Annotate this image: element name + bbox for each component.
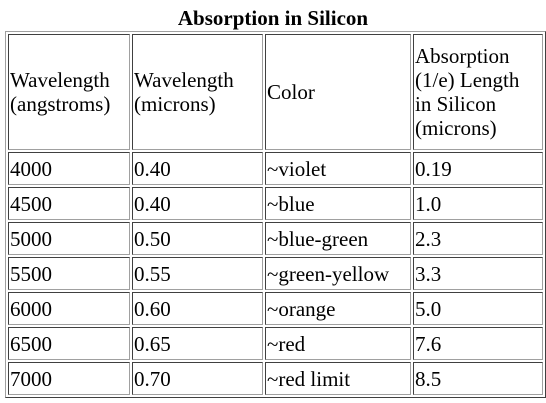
cell-wavelength-microns: 0.60 [132, 292, 263, 325]
table-row: 5500 0.55 ~green-yellow 3.3 [8, 257, 543, 290]
table-caption: Absorption in Silicon [177, 6, 369, 30]
cell-wavelength-microns: 0.40 [132, 187, 263, 220]
header-line: (microns) [415, 116, 497, 140]
cell-color: ~red [265, 327, 411, 360]
cell-wavelength-microns: 0.70 [132, 362, 263, 395]
cell-wavelength-angstroms: 6000 [8, 292, 130, 325]
cell-color: ~orange [265, 292, 411, 325]
cell-absorption-length: 8.5 [413, 362, 543, 395]
header-line: (angstroms) [10, 92, 111, 116]
table-header-row: Wavelength (angstroms) Wavelength (micro… [8, 34, 543, 150]
cell-wavelength-angstroms: 5500 [8, 257, 130, 290]
header-absorption-length: Absorption (1/e) Length in Silicon (micr… [413, 34, 543, 150]
cell-color: ~violet [265, 152, 411, 185]
header-color: Color [265, 34, 411, 150]
header-line: Absorption [415, 44, 510, 68]
header-line: Wavelength [10, 68, 110, 92]
header-line: in Silicon [415, 92, 497, 116]
header-wavelength-microns: Wavelength (microns) [132, 34, 263, 150]
cell-color: ~blue [265, 187, 411, 220]
table-row: 6000 0.60 ~orange 5.0 [8, 292, 543, 325]
table-row: 4000 0.40 ~violet 0.19 [8, 152, 543, 185]
cell-wavelength-angstroms: 7000 [8, 362, 130, 395]
cell-absorption-length: 0.19 [413, 152, 543, 185]
cell-absorption-length: 7.6 [413, 327, 543, 360]
header-line: (1/e) Length [415, 68, 520, 92]
table-row: 4500 0.40 ~blue 1.0 [8, 187, 543, 220]
cell-wavelength-microns: 0.50 [132, 222, 263, 255]
cell-wavelength-microns: 0.40 [132, 152, 263, 185]
cell-color: ~blue-green [265, 222, 411, 255]
cell-wavelength-microns: 0.55 [132, 257, 263, 290]
cell-color: ~red limit [265, 362, 411, 395]
cell-absorption-length: 5.0 [413, 292, 543, 325]
table-row: 5000 0.50 ~blue-green 2.3 [8, 222, 543, 255]
cell-absorption-length: 2.3 [413, 222, 543, 255]
absorption-table: Wavelength (angstroms) Wavelength (micro… [5, 31, 546, 398]
header-line: Color [267, 80, 315, 104]
cell-absorption-length: 3.3 [413, 257, 543, 290]
cell-absorption-length: 1.0 [413, 187, 543, 220]
cell-wavelength-angstroms: 4000 [8, 152, 130, 185]
cell-wavelength-angstroms: 4500 [8, 187, 130, 220]
cell-color: ~green-yellow [265, 257, 411, 290]
table-row: 7000 0.70 ~red limit 8.5 [8, 362, 543, 395]
cell-wavelength-angstroms: 6500 [8, 327, 130, 360]
header-line: (microns) [134, 92, 216, 116]
table-row: 6500 0.65 ~red 7.6 [8, 327, 543, 360]
header-line: Wavelength [134, 68, 234, 92]
cell-wavelength-microns: 0.65 [132, 327, 263, 360]
cell-wavelength-angstroms: 5000 [8, 222, 130, 255]
header-wavelength-angstroms: Wavelength (angstroms) [8, 34, 130, 150]
